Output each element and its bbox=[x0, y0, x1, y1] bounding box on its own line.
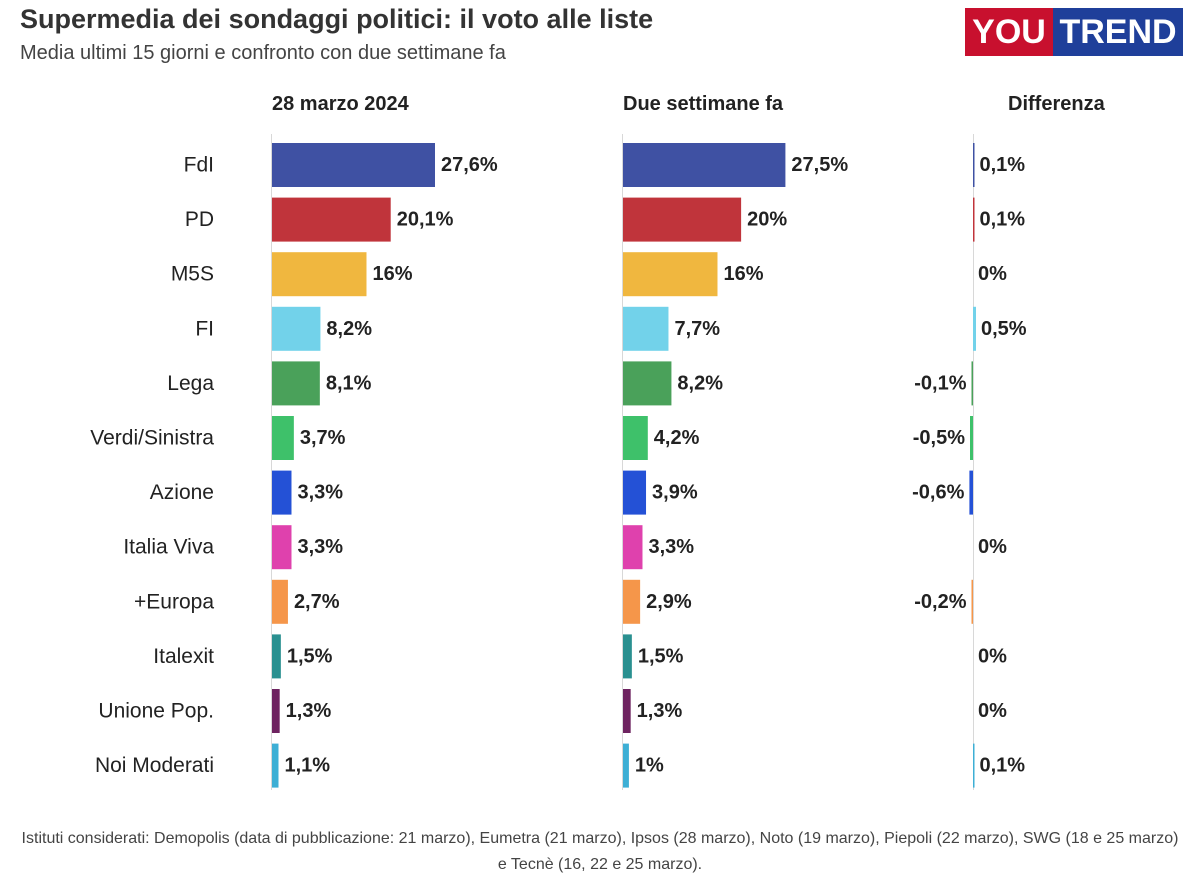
value-label-previous: 7,7% bbox=[674, 318, 720, 340]
bar-current bbox=[272, 743, 279, 788]
category-label: PD bbox=[185, 208, 214, 231]
bar-difference bbox=[973, 143, 975, 187]
value-label-difference: -0,2% bbox=[914, 591, 966, 613]
value-label-difference: 0% bbox=[978, 263, 1007, 285]
bar-previous bbox=[623, 579, 641, 624]
youtrend-logo: YOU TREND bbox=[965, 8, 1183, 56]
category-label: Noi Moderati bbox=[95, 754, 214, 777]
bar-previous bbox=[623, 197, 742, 242]
value-label-difference: 0,5% bbox=[981, 318, 1027, 340]
bar-current bbox=[272, 252, 367, 297]
bar-current bbox=[272, 197, 391, 242]
value-label-current: 1,5% bbox=[287, 645, 333, 667]
value-label-previous: 3,9% bbox=[652, 482, 698, 504]
bar-previous bbox=[623, 470, 647, 515]
bar-current bbox=[272, 634, 281, 679]
bar-current bbox=[272, 525, 292, 570]
value-label-current: 3,3% bbox=[297, 482, 343, 504]
bar-difference bbox=[971, 361, 973, 406]
value-label-difference: 0% bbox=[978, 700, 1007, 722]
bar-previous bbox=[623, 361, 672, 406]
footnote: Istituti considerati: Demopolis (data di… bbox=[21, 830, 1179, 873]
value-label-previous: 1% bbox=[635, 755, 664, 777]
bar-current bbox=[272, 306, 321, 351]
value-label-previous: 27,5% bbox=[791, 154, 848, 176]
bar-current bbox=[272, 143, 435, 187]
value-label-difference: 0% bbox=[978, 645, 1007, 667]
category-label: Unione Pop. bbox=[98, 700, 214, 723]
bar-previous bbox=[623, 306, 669, 351]
value-label-difference: 0,1% bbox=[980, 755, 1026, 777]
bar-previous bbox=[623, 634, 632, 679]
value-label-difference: 0,1% bbox=[980, 154, 1026, 176]
category-label: FI bbox=[195, 317, 214, 340]
value-label-difference: 0% bbox=[978, 536, 1007, 558]
value-label-previous: 1,3% bbox=[637, 700, 683, 722]
category-label: FdI bbox=[184, 154, 214, 177]
column-header-current: 28 marzo 2024 bbox=[272, 93, 409, 115]
bar-previous bbox=[623, 743, 629, 788]
value-label-current: 1,1% bbox=[284, 755, 330, 777]
bar-current bbox=[272, 689, 280, 733]
value-label-current: 8,1% bbox=[326, 372, 372, 394]
bar-previous bbox=[623, 252, 718, 297]
bar-previous bbox=[623, 689, 631, 733]
bar-difference bbox=[973, 743, 975, 788]
value-label-difference: 0,1% bbox=[980, 209, 1026, 231]
bar-difference bbox=[969, 470, 973, 515]
value-label-current: 20,1% bbox=[397, 209, 454, 231]
bar-current bbox=[272, 416, 294, 460]
value-label-current: 2,7% bbox=[294, 591, 340, 613]
category-label: Italia Viva bbox=[123, 536, 214, 559]
category-label: M5S bbox=[171, 263, 214, 286]
chart-subtitle: Media ultimi 15 giorni e confronto con d… bbox=[20, 42, 506, 64]
bar-previous bbox=[623, 143, 786, 187]
chart-title: Supermedia dei sondaggi politici: il vot… bbox=[20, 4, 654, 34]
baseline-current bbox=[271, 134, 272, 790]
bar-current bbox=[272, 470, 292, 515]
bar-difference bbox=[973, 197, 975, 242]
bar-previous bbox=[623, 416, 648, 460]
category-label: +Europa bbox=[134, 590, 214, 613]
value-label-current: 1,3% bbox=[286, 700, 332, 722]
value-label-current: 3,7% bbox=[300, 427, 346, 449]
value-label-previous: 2,9% bbox=[646, 591, 692, 613]
baseline-difference bbox=[973, 134, 974, 790]
value-label-previous: 8,2% bbox=[677, 372, 723, 394]
category-label: Azione bbox=[150, 481, 214, 504]
value-label-previous: 1,5% bbox=[638, 645, 684, 667]
logo-you: YOU bbox=[965, 8, 1053, 56]
value-label-current: 3,3% bbox=[297, 536, 343, 558]
value-label-previous: 16% bbox=[723, 263, 763, 285]
value-label-current: 8,2% bbox=[326, 318, 372, 340]
column-header-previous: Due settimane fa bbox=[623, 93, 784, 115]
value-label-difference: -0,6% bbox=[912, 482, 964, 504]
bar-difference bbox=[973, 306, 976, 351]
category-label: Italexit bbox=[153, 645, 214, 668]
value-label-previous: 20% bbox=[747, 209, 787, 231]
bar-difference bbox=[970, 416, 973, 460]
logo-trend: TREND bbox=[1053, 8, 1183, 56]
column-header-difference: Differenza bbox=[1008, 93, 1105, 115]
bar-difference bbox=[971, 579, 973, 624]
category-label: Verdi/Sinistra bbox=[90, 427, 214, 450]
value-label-previous: 3,3% bbox=[648, 536, 694, 558]
bar-current bbox=[272, 361, 320, 406]
value-label-difference: -0,5% bbox=[913, 427, 965, 449]
value-label-difference: -0,1% bbox=[914, 372, 966, 394]
bar-current bbox=[272, 579, 288, 624]
bar-previous bbox=[623, 525, 643, 570]
baseline-previous bbox=[622, 134, 623, 790]
value-label-previous: 4,2% bbox=[654, 427, 700, 449]
value-label-current: 27,6% bbox=[441, 154, 498, 176]
value-label-current: 16% bbox=[372, 263, 412, 285]
category-label: Lega bbox=[167, 372, 214, 395]
